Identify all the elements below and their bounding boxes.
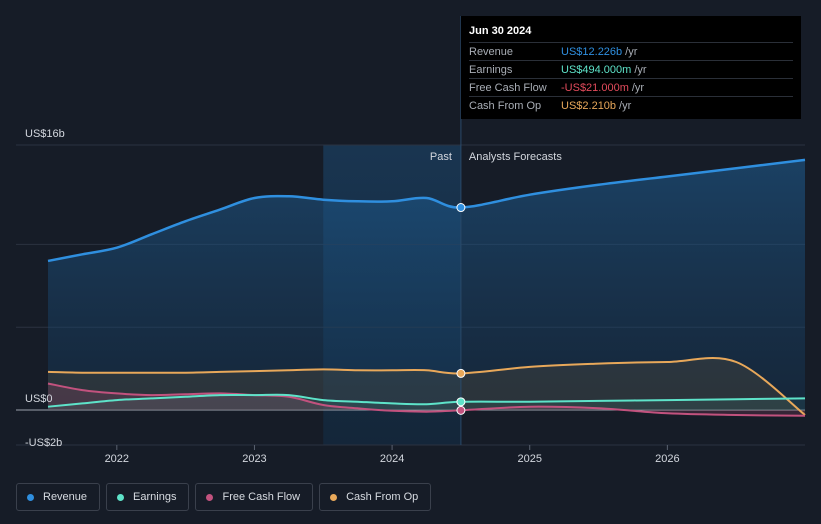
tooltip-row-revenue: Revenue US$12.226b /yr [469,42,793,60]
tooltip-label: Free Cash Flow [469,81,547,94]
tooltip-row-free-cash-flow: Free Cash Flow -US$21.000m /yr [469,78,793,96]
legend-label: Earnings [133,491,177,503]
revenue-dot-icon [27,493,34,501]
past-label: Past [430,151,452,163]
series-line-earnings [47,393,806,408]
legend-label: Revenue [43,491,88,503]
legend: Revenue Earnings Free Cash Flow Cash Fro… [16,483,432,511]
tooltip-label: Cash From Op [469,99,542,112]
y-axis: US$16b US$0 -US$2b [25,128,65,449]
x-tick-label: 2022 [105,453,129,465]
tooltip-unit: /yr [625,45,638,58]
current-points[interactable] [456,203,466,415]
series-lines [47,158,806,417]
point-free-cash-flow [456,405,466,415]
series-line-cash-from-op [47,356,806,416]
series-line-free-cash-flow [47,382,806,417]
earnings-dot-icon [117,493,125,501]
series-line-revenue [47,158,806,263]
x-tick-label: 2025 [517,453,541,465]
legend-label: Cash From Op [346,491,419,503]
tooltip-date: Jun 30 2024 [469,25,532,37]
tooltip-value: US$12.226b [561,45,623,58]
series-area-free-cash-flow [48,383,805,416]
forecast-label: Analysts Forecasts [469,151,562,163]
tooltip-value: US$494.000m [561,63,632,76]
series-area-revenue [48,159,805,410]
legend-item-free-cash-flow[interactable]: Free Cash Flow [195,483,314,511]
series-area-earnings [48,394,805,410]
x-tick-label: 2026 [655,453,679,465]
tooltip-unit: /yr [619,99,632,112]
y-tick-label: -US$2b [25,437,62,449]
data-tooltip: Jun 30 2024 Revenue US$12.226b /yr Earni… [461,16,801,119]
point-cash-from-op [456,368,466,378]
cash-from-op-dot-icon [330,493,338,501]
tooltip-unit: /yr [634,63,647,76]
tooltip-label: Revenue [469,45,514,58]
legend-label: Free Cash Flow [222,491,301,503]
y-tick-label: US$0 [25,393,53,405]
tooltip-row-cash-from-op: Cash From Op US$2.210b /yr [469,96,793,114]
legend-item-revenue[interactable]: Revenue [16,483,101,511]
point-revenue [456,203,466,213]
free-cash-flow-dot-icon [206,493,214,501]
tooltip-row-earnings: Earnings US$494.000m /yr [469,60,793,78]
tooltip-unit: /yr [631,81,645,94]
x-tick-label: 2023 [242,453,266,465]
x-tick-label: 2024 [380,453,404,465]
x-axis: 2022 2023 2024 2025 2026 [105,445,680,465]
y-tick-label: US$16b [25,128,65,140]
tooltip-value: US$2.210b [561,99,617,112]
point-earnings [456,397,466,407]
tooltip-value: -US$21.000m [561,81,629,94]
legend-item-cash-from-op[interactable]: Cash From Op [319,483,432,511]
tooltip-label: Earnings [469,63,513,76]
legend-item-earnings[interactable]: Earnings [106,483,190,511]
